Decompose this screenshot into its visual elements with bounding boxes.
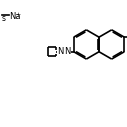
Text: N: N [57, 47, 64, 56]
Text: N: N [64, 47, 71, 56]
Text: Na: Na [9, 12, 21, 21]
Text: s: s [2, 14, 6, 23]
Text: +: + [15, 12, 21, 17]
